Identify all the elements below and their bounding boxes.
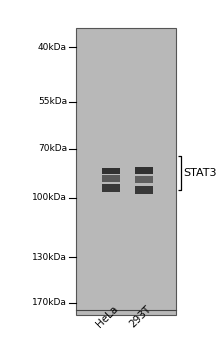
Bar: [102, 168, 120, 174]
Bar: [135, 186, 153, 194]
Text: 55kDa: 55kDa: [38, 97, 67, 106]
Bar: [135, 167, 153, 174]
Text: 70kDa: 70kDa: [38, 144, 67, 153]
Text: 170kDa: 170kDa: [32, 298, 67, 307]
Text: STAT3: STAT3: [183, 168, 216, 178]
Text: 100kDa: 100kDa: [32, 193, 67, 202]
Bar: [102, 175, 120, 182]
Text: 130kDa: 130kDa: [32, 253, 67, 262]
Bar: [102, 184, 120, 192]
Bar: [76, 28, 176, 315]
Text: 293T: 293T: [128, 304, 153, 329]
Text: HeLa: HeLa: [95, 304, 120, 330]
Bar: [135, 176, 153, 183]
Text: 40kDa: 40kDa: [38, 43, 67, 52]
